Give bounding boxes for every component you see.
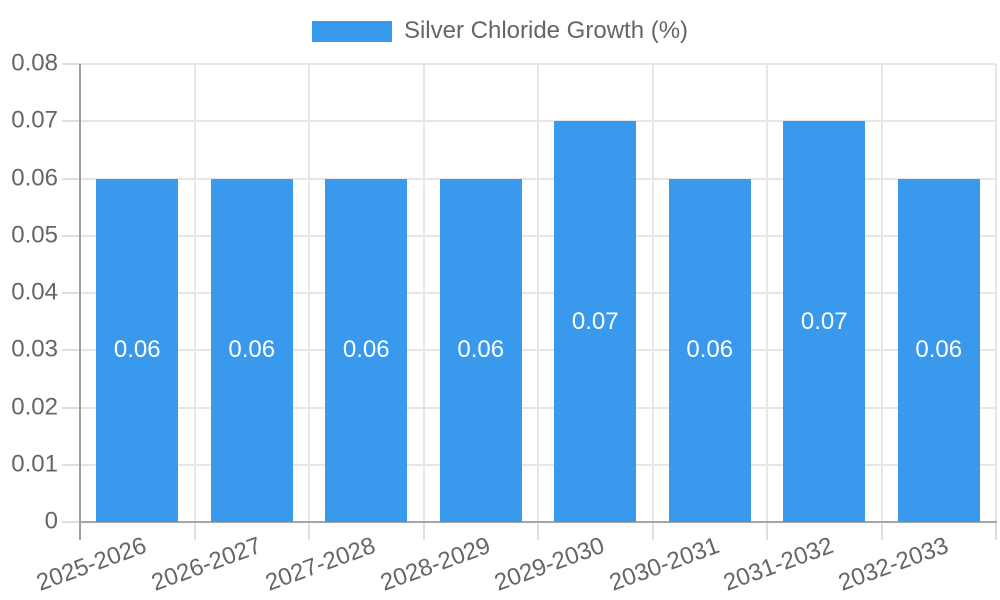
bar-value-label: 0.07 [571, 307, 619, 335]
x-tick [308, 522, 310, 540]
y-tick [62, 521, 80, 523]
x-tick [537, 522, 539, 540]
y-tick [62, 234, 80, 237]
y-tick [62, 406, 80, 409]
y-tick-label: 0.04 [11, 278, 58, 306]
x-tick-label: 2027-2028 [262, 532, 380, 597]
v-gridline [880, 64, 883, 522]
bar-value-label: 0.07 [800, 307, 848, 335]
x-tick-label: 2032-2033 [834, 532, 952, 597]
y-tick-label: 0.08 [11, 49, 58, 77]
x-tick-label: 2028-2029 [376, 532, 494, 597]
y-tick-label: 0.06 [11, 163, 58, 191]
v-gridline [651, 64, 654, 522]
x-tick [766, 522, 768, 540]
legend[interactable]: Silver Chloride Growth (%) [0, 17, 1000, 45]
bar[interactable]: 0.06 [96, 178, 179, 522]
bar[interactable]: 0.06 [668, 178, 751, 522]
x-tick-label: 2031-2032 [720, 532, 838, 597]
bar[interactable]: 0.06 [897, 178, 980, 522]
y-tick-label: 0.03 [11, 335, 58, 363]
y-tick-label: 0.01 [11, 450, 58, 478]
v-gridline [766, 64, 768, 522]
bar[interactable]: 0.06 [439, 178, 522, 522]
v-gridline [422, 64, 425, 522]
y-tick-label: 0.07 [11, 106, 58, 134]
v-gridline [537, 64, 539, 522]
x-tick [880, 522, 883, 540]
x-tick-label: 2026-2027 [147, 532, 265, 597]
x-tick [995, 522, 997, 540]
x-tick [422, 522, 425, 540]
bar-value-label: 0.06 [113, 336, 161, 364]
x-tick [651, 522, 654, 540]
y-tick [62, 120, 80, 123]
v-gridline [308, 64, 310, 522]
bar-value-label: 0.06 [915, 336, 963, 364]
v-gridline [995, 64, 997, 522]
bar-value-label: 0.06 [228, 336, 276, 364]
bar-value-label: 0.06 [342, 336, 390, 364]
bar[interactable]: 0.06 [325, 178, 408, 522]
v-gridline [193, 64, 196, 522]
y-axis-line [79, 64, 81, 540]
bar[interactable]: 0.06 [210, 178, 293, 522]
y-tick [62, 63, 80, 65]
y-tick [62, 463, 80, 466]
bar[interactable]: 0.07 [554, 121, 637, 522]
x-tick-label: 2030-2031 [605, 532, 723, 597]
y-tick [62, 177, 80, 180]
y-tick [62, 292, 80, 294]
bar[interactable]: 0.07 [783, 121, 866, 522]
legend-label: Silver Chloride Growth (%) [403, 17, 689, 44]
y-tick [62, 349, 80, 352]
y-tick-label: 0.05 [11, 221, 58, 249]
x-tick-label: 2029-2030 [491, 532, 609, 597]
y-tick-label: 0 [44, 507, 58, 535]
x-tick [193, 522, 196, 540]
legend-swatch-icon [311, 20, 392, 42]
x-axis-line [79, 521, 997, 523]
y-tick-label: 0.02 [11, 392, 58, 420]
x-tick-label: 2025-2026 [33, 532, 151, 597]
bar-value-label: 0.06 [686, 336, 734, 364]
bar-value-label: 0.06 [457, 336, 505, 364]
